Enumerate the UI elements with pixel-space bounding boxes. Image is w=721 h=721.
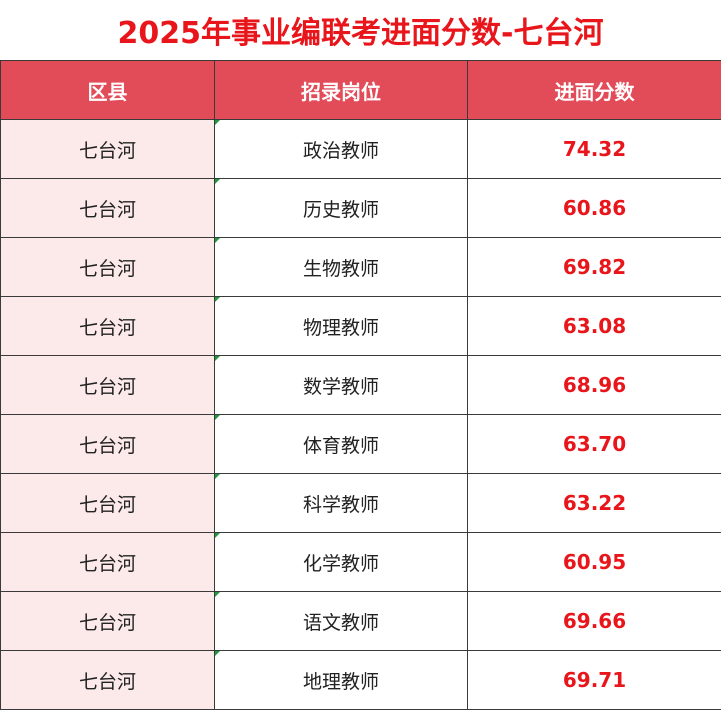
cell-score: 63.22	[467, 473, 721, 533]
cell-post: 体育教师	[214, 414, 468, 474]
header-score: 进面分数	[467, 60, 721, 120]
cell-district: 七台河	[0, 650, 215, 710]
cell-district: 七台河	[0, 296, 215, 356]
header-row: 区县 招录岗位 进面分数	[0, 60, 721, 120]
cell-post: 物理教师	[214, 296, 468, 356]
table-row: 七台河 地理教师 69.71	[0, 650, 721, 710]
cell-post: 语文教师	[214, 591, 468, 651]
header-post: 招录岗位	[214, 60, 468, 120]
cell-score: 69.66	[467, 591, 721, 651]
table-row: 七台河 政治教师 74.32	[0, 119, 721, 179]
header-district: 区县	[0, 60, 215, 120]
cell-district: 七台河	[0, 473, 215, 533]
table-row: 七台河 生物教师 69.82	[0, 237, 721, 297]
cell-post: 政治教师	[214, 119, 468, 179]
cell-district: 七台河	[0, 237, 215, 297]
cell-post: 历史教师	[214, 178, 468, 238]
cell-district: 七台河	[0, 178, 215, 238]
cell-district: 七台河	[0, 532, 215, 592]
table-row: 七台河 数学教师 68.96	[0, 355, 721, 415]
cell-district: 七台河	[0, 119, 215, 179]
table-row: 七台河 物理教师 63.08	[0, 296, 721, 356]
cell-district: 七台河	[0, 414, 215, 474]
cell-score: 74.32	[467, 119, 721, 179]
cell-score: 60.86	[467, 178, 721, 238]
cell-post: 数学教师	[214, 355, 468, 415]
cell-district: 七台河	[0, 355, 215, 415]
cell-score: 60.95	[467, 532, 721, 592]
table-row: 七台河 科学教师 63.22	[0, 473, 721, 533]
score-table: 区县 招录岗位 进面分数 七台河 政治教师 74.32 七台河 历史教师 60.86 七台河…	[0, 60, 721, 710]
cell-post: 生物教师	[214, 237, 468, 297]
table-row: 七台河 化学教师 60.95	[0, 532, 721, 592]
page-title: 2025年事业编联考进面分数-七台河	[117, 16, 604, 51]
cell-post: 科学教师	[214, 473, 468, 533]
table-body: 七台河 政治教师 74.32 七台河 历史教师 60.86 七台河 生物教师 69.82 七台河物…	[0, 119, 721, 710]
cell-score: 63.08	[467, 296, 721, 356]
cell-score: 63.70	[467, 414, 721, 474]
cell-score: 69.71	[467, 650, 721, 710]
cell-post: 化学教师	[214, 532, 468, 592]
cell-district: 七台河	[0, 591, 215, 651]
cell-score: 69.82	[467, 237, 721, 297]
table-row: 七台河 体育教师 63.70	[0, 414, 721, 474]
cell-score: 68.96	[467, 355, 721, 415]
cell-post: 地理教师	[214, 650, 468, 710]
table-row: 七台河 语文教师 69.66	[0, 591, 721, 651]
title-bar: 2025年事业编联考进面分数-七台河	[0, 0, 721, 60]
table-row: 七台河 历史教师 60.86	[0, 178, 721, 238]
